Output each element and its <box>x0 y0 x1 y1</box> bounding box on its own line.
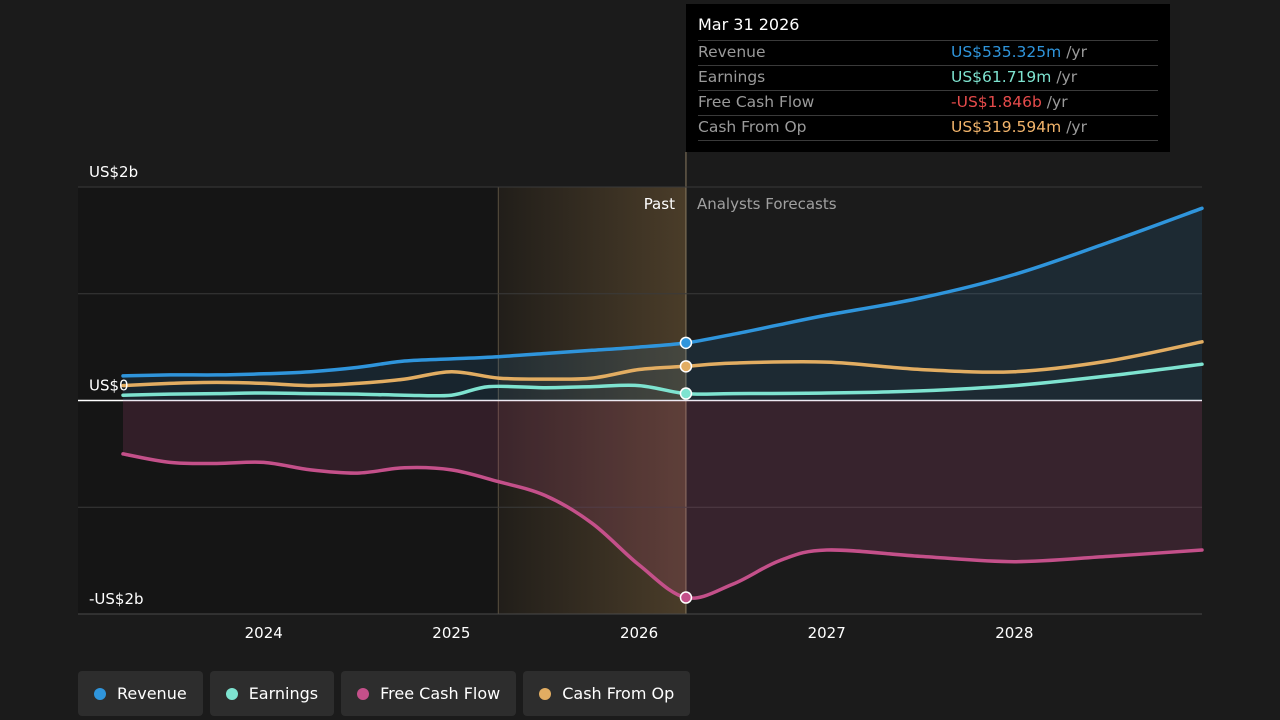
hover-markers[interactable] <box>679 336 693 604</box>
legend-dot-icon <box>225 687 238 700</box>
tooltip-row-revenue: Revenue US$535.325m /yr <box>698 40 1158 65</box>
tooltip-label: Earnings <box>698 68 766 86</box>
tooltip-label: Revenue <box>698 43 766 61</box>
legend-label: Cash From Op <box>562 684 675 703</box>
tooltip-value: US$61.719m /yr <box>951 68 1078 86</box>
x-tick-label: 2025 <box>432 624 470 642</box>
y-tick-label: US$0 <box>89 377 129 395</box>
tooltip-value: US$535.325m /yr <box>951 43 1087 61</box>
axis-labels: US$2b US$0 -US$2b 2024 2025 2026 2027 2028 Past A… <box>89 163 1033 642</box>
grid-lines <box>78 186 1202 615</box>
forecast-label: Analysts Forecasts <box>697 195 837 213</box>
line-cash-from-op <box>121 340 1204 388</box>
legend-label: Revenue <box>117 684 187 703</box>
legend-item-earnings[interactable]: Earnings <box>209 671 335 716</box>
series-lines <box>121 206 1204 600</box>
tooltip-row-cash-from-op: Cash From Op US$319.594m /yr <box>698 115 1158 141</box>
legend-dot-icon <box>94 687 106 700</box>
x-tick-label: 2026 <box>620 624 658 642</box>
chart-legend: Revenue Earnings Free Cash Flow Cash Fro… <box>78 671 691 716</box>
line-earnings <box>121 362 1204 398</box>
tooltip-value: US$319.594m /yr <box>951 118 1087 136</box>
legend-item-cash-from-op[interactable]: Cash From Op <box>523 671 691 716</box>
legend-label: Free Cash Flow <box>380 684 501 703</box>
legend-label: Earnings <box>248 684 319 703</box>
tooltip-row-earnings: Earnings US$61.719m /yr <box>698 65 1158 90</box>
legend-item-free-cash-flow[interactable]: Free Cash Flow <box>341 671 517 716</box>
area-revenue <box>123 208 1202 401</box>
tooltip-date: Mar 31 2026 <box>698 15 800 34</box>
area-free-cash-flow <box>123 400 1202 599</box>
past-label: Past <box>644 195 675 213</box>
line-revenue <box>121 206 1204 378</box>
marker-free-cash-flow[interactable] <box>679 591 693 604</box>
tooltip-value: -US$1.846b /yr <box>951 93 1068 111</box>
marker-earnings[interactable] <box>679 387 693 400</box>
x-tick-label: 2028 <box>995 624 1033 642</box>
line-free-cash-flow <box>121 452 1204 600</box>
legend-dot-icon <box>539 687 552 700</box>
marker-revenue[interactable] <box>679 336 693 350</box>
y-tick-label: -US$2b <box>89 590 144 608</box>
y-tick-label: US$2b <box>89 163 138 181</box>
legend-dot-icon <box>357 687 370 700</box>
tooltip-label: Cash From Op <box>698 118 807 136</box>
tooltip-label: Free Cash Flow <box>698 93 815 111</box>
series-areas <box>123 208 1202 599</box>
marker-cash-from-op[interactable] <box>679 360 693 373</box>
x-tick-label: 2027 <box>808 624 846 642</box>
legend-item-revenue[interactable]: Revenue <box>78 671 203 716</box>
x-tick-label: 2024 <box>245 624 283 642</box>
tooltip-row-free-cash-flow: Free Cash Flow -US$1.846b /yr <box>698 90 1158 115</box>
hover-tooltip: Mar 31 2026 Revenue US$535.325m /yr Earn… <box>686 4 1170 152</box>
